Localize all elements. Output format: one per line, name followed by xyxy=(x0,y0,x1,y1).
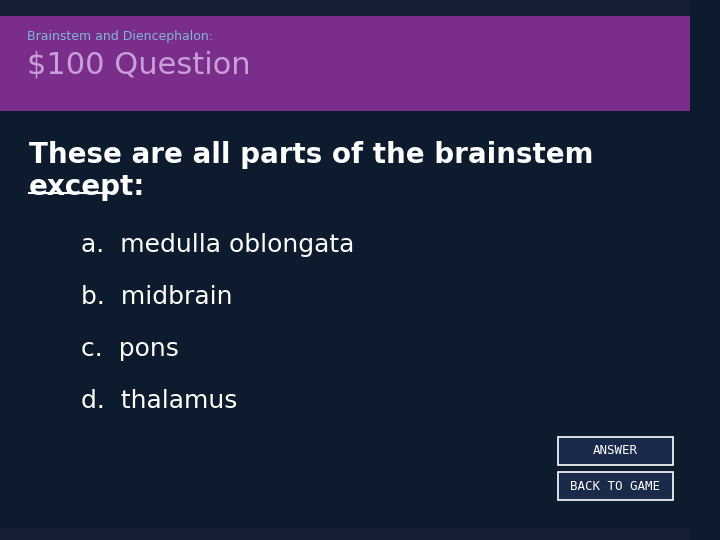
FancyBboxPatch shape xyxy=(0,528,690,540)
FancyBboxPatch shape xyxy=(0,0,690,16)
Text: Brainstem and Diencephalon:: Brainstem and Diencephalon: xyxy=(27,30,213,43)
FancyBboxPatch shape xyxy=(0,16,690,111)
FancyBboxPatch shape xyxy=(558,437,673,465)
Text: These are all parts of the brainstem: These are all parts of the brainstem xyxy=(29,141,593,168)
Text: $100 Question: $100 Question xyxy=(27,50,251,79)
Text: d.  thalamus: d. thalamus xyxy=(81,389,238,413)
Text: except:: except: xyxy=(29,173,145,201)
FancyBboxPatch shape xyxy=(558,472,673,500)
Text: b.  midbrain: b. midbrain xyxy=(81,285,233,309)
Text: BACK TO GAME: BACK TO GAME xyxy=(570,480,660,492)
Text: a.  medulla oblongata: a. medulla oblongata xyxy=(81,233,355,256)
Text: c.  pons: c. pons xyxy=(81,337,179,361)
Text: ANSWER: ANSWER xyxy=(593,444,638,457)
